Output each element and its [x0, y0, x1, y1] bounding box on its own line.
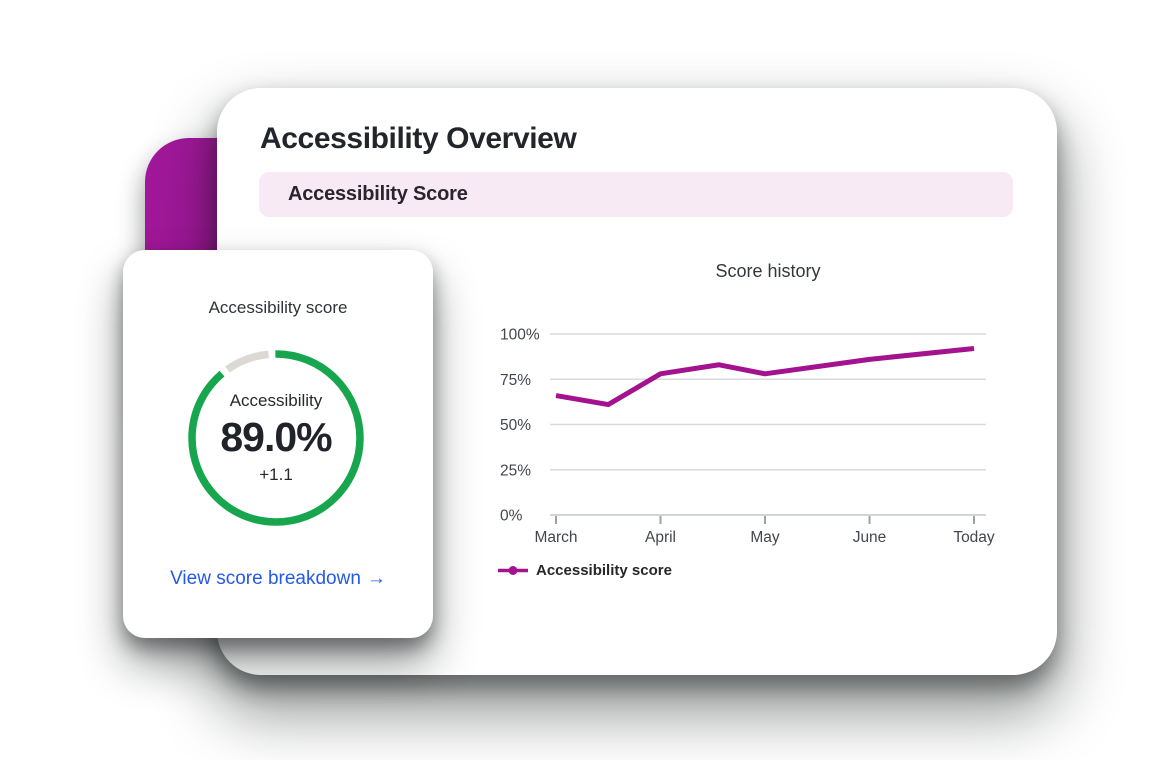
x-axis-label-May: May	[750, 529, 780, 546]
chart-title: Score history	[715, 261, 820, 281]
score-ring-progress	[188, 350, 364, 526]
legend-label: Accessibility score	[536, 562, 672, 579]
score-gauge-delta: +1.1	[259, 465, 293, 484]
section-banner-accessibility-score: Accessibility Score	[259, 172, 1013, 217]
legend-line-marker-icon	[498, 566, 528, 575]
arrow-right-icon: →	[366, 568, 386, 589]
score-history-chart: Score history 100% 75% 50% 25% 0% March April Ma…	[500, 261, 995, 546]
score-gauge-text: Accessibility 89.0% +1.1	[186, 348, 366, 528]
y-axis-label-0: 0%	[500, 508, 523, 525]
section-banner-label: Accessibility Score	[288, 183, 468, 205]
score-gauge-label: Accessibility	[229, 391, 323, 410]
score-card-title: Accessibility score	[208, 298, 348, 317]
page-title: Accessibility Overview	[260, 122, 577, 155]
score-ring-icon	[188, 350, 364, 526]
x-axis-label-March: March	[534, 529, 577, 546]
score-gauge-value: 89.0%	[220, 414, 332, 460]
score-gauge: Accessibility 89.0% +1.1	[186, 348, 366, 528]
view-score-breakdown-label: View score breakdown	[170, 568, 361, 589]
y-axis-label-25: 25%	[500, 462, 531, 479]
accessibility-score-card: Accessibility score Accessibility 89.0% …	[123, 250, 433, 638]
y-axis-label-100: 100%	[500, 327, 540, 344]
chart-legend: Accessibility score	[497, 562, 672, 579]
y-axis-label-75: 75%	[500, 372, 531, 389]
y-axis-label-50: 50%	[500, 417, 531, 434]
x-axis-label-April: April	[645, 529, 676, 546]
series-line-accessibility-score	[555, 345, 975, 408]
view-score-breakdown-link[interactable]: View score breakdown →	[123, 568, 433, 590]
x-axis-label-June: June	[853, 529, 887, 546]
x-axis-label-Today: Today	[953, 529, 995, 546]
